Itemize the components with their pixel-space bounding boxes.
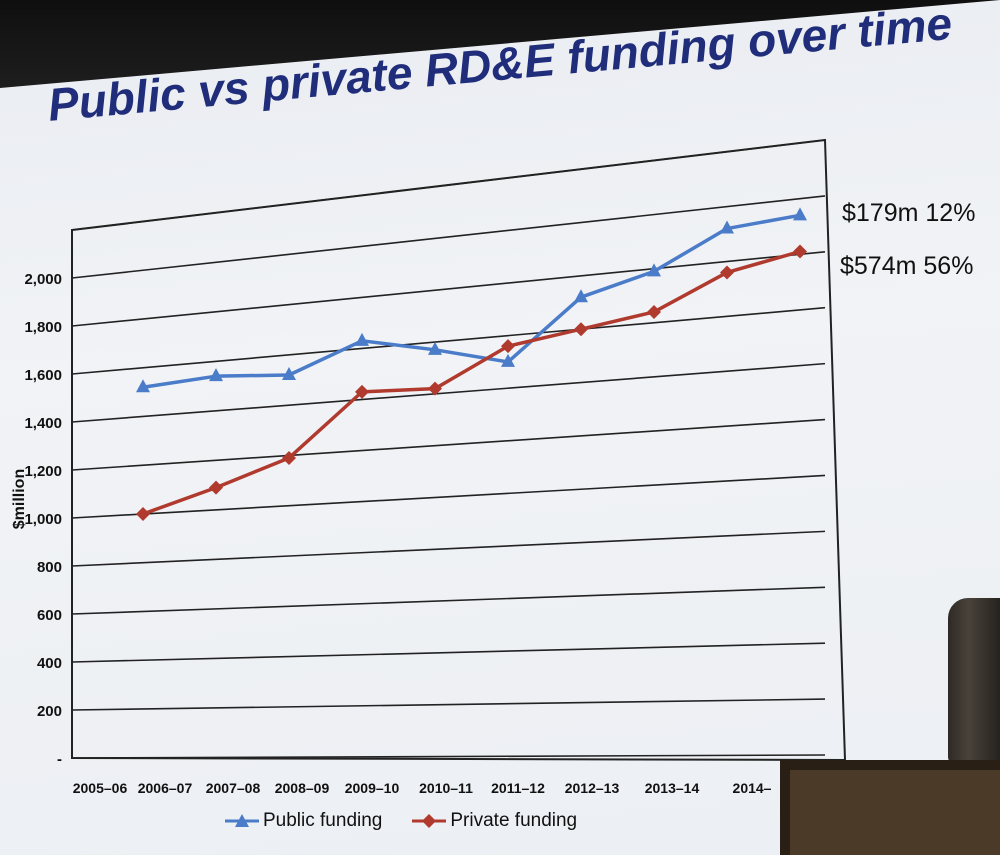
gridline bbox=[71, 306, 826, 375]
x-tick-label: 2012–13 bbox=[565, 780, 620, 796]
y-tick-label: 1,000 bbox=[24, 511, 62, 528]
y-tick-label: 1,800 bbox=[24, 319, 62, 336]
triangle-marker-icon bbox=[225, 814, 259, 827]
x-tick-label: 2006–07 bbox=[138, 780, 193, 796]
point-marker-private bbox=[720, 265, 734, 280]
point-marker-public bbox=[282, 367, 296, 381]
y-tick-label: 1,600 bbox=[24, 367, 62, 384]
gridline bbox=[71, 251, 826, 327]
private-end-label: $574m 56% bbox=[840, 252, 974, 280]
point-marker-private bbox=[355, 384, 369, 399]
point-marker-public bbox=[136, 379, 150, 393]
gridline bbox=[71, 698, 826, 711]
x-tick-label: 2007–08 bbox=[206, 780, 261, 796]
point-marker-private bbox=[574, 322, 588, 337]
legend-label-private: Private funding bbox=[450, 810, 578, 831]
legend-label-public: Public funding bbox=[263, 810, 383, 831]
legend-item-public: Public funding bbox=[225, 810, 382, 832]
series-layer bbox=[136, 207, 807, 521]
gridline bbox=[71, 139, 826, 231]
point-marker-private bbox=[793, 244, 807, 259]
gridline bbox=[71, 642, 826, 663]
gridline bbox=[71, 530, 826, 567]
y-tick-label: 1,400 bbox=[24, 415, 62, 432]
point-marker-private bbox=[209, 480, 223, 495]
point-marker-private bbox=[136, 506, 150, 521]
point-marker-public bbox=[501, 353, 515, 367]
point-marker-public bbox=[209, 368, 223, 382]
point-marker-public bbox=[720, 220, 734, 234]
point-marker-public bbox=[647, 263, 661, 277]
gridline bbox=[71, 418, 826, 471]
point-marker-public bbox=[793, 207, 807, 221]
y-tick-label: 400 bbox=[37, 655, 62, 672]
gridline bbox=[71, 195, 826, 279]
point-marker-private bbox=[647, 304, 661, 319]
x-tick-label: 2011–12 bbox=[491, 780, 545, 796]
gridline bbox=[71, 586, 826, 615]
legend: Public funding Private funding bbox=[225, 810, 577, 832]
x-tick-label: 2009–10 bbox=[345, 780, 400, 796]
y-tick-label: 2,000 bbox=[24, 271, 62, 288]
series-line-1 bbox=[142, 249, 801, 516]
legend-item-private: Private funding bbox=[412, 810, 577, 832]
point-marker-private bbox=[501, 339, 515, 354]
x-tick-label: 2010–11 bbox=[419, 780, 473, 796]
y-tick-label: 600 bbox=[37, 607, 62, 624]
point-marker-private bbox=[428, 381, 442, 396]
gridline bbox=[71, 754, 826, 759]
gridline bbox=[71, 362, 826, 423]
gridline bbox=[71, 474, 826, 519]
diamond-marker-icon bbox=[412, 814, 447, 828]
x-tick-label: 2013–14 bbox=[645, 780, 700, 796]
gridlines bbox=[71, 138, 847, 762]
x-tick-label: 2014– bbox=[733, 780, 772, 796]
point-marker-public bbox=[574, 289, 588, 303]
y-tick-label: 800 bbox=[37, 559, 62, 576]
point-marker-public bbox=[428, 341, 442, 355]
stage-jug bbox=[948, 598, 1000, 763]
point-marker-private bbox=[282, 450, 296, 465]
y-axis-label: $million bbox=[11, 468, 29, 530]
y-tick-label: - bbox=[57, 751, 62, 768]
x-tick-label: 2005–06 bbox=[73, 780, 128, 796]
x-tick-label: 2008–09 bbox=[275, 780, 330, 796]
y-tick-labels: - 200 400 600 800 1,000 1,200 1,400 1,600 1,800 2,… bbox=[24, 271, 62, 768]
y-tick-label: 200 bbox=[37, 703, 62, 720]
point-marker-public bbox=[355, 332, 369, 346]
stage-lectern bbox=[780, 760, 1000, 855]
series-line-0 bbox=[142, 213, 801, 389]
y-tick-label: 1,200 bbox=[24, 463, 62, 480]
public-end-label: $179m 12% bbox=[842, 199, 976, 227]
x-tick-labels: 2005–06 2006–07 2007–08 2008–09 2009–10 2010–… bbox=[73, 780, 772, 796]
